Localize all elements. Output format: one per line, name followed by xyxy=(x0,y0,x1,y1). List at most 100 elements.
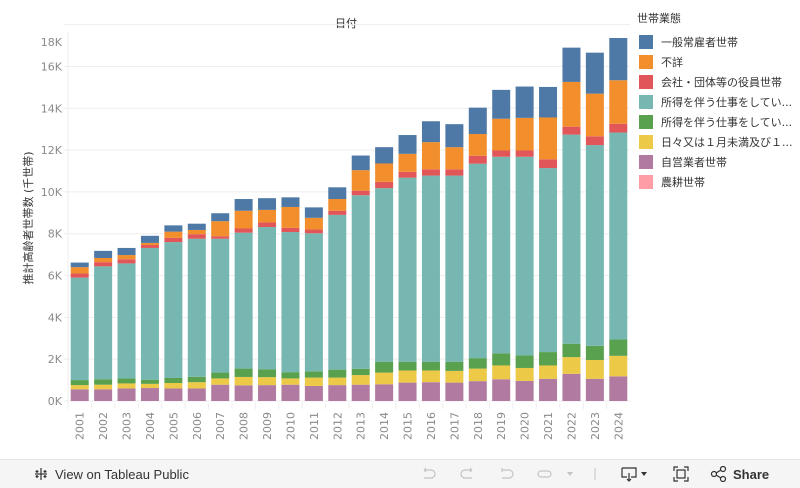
legend-item[interactable]: 自営業者世帯 xyxy=(637,152,800,172)
bar-segment xyxy=(468,381,487,401)
legend-item[interactable]: 日々又は１月未満及び１... xyxy=(637,132,800,152)
bar-segment xyxy=(281,232,300,373)
bar-segment xyxy=(609,339,628,356)
bar-segment xyxy=(164,225,183,232)
chart-title: 日付 xyxy=(335,17,357,30)
legend-swatch xyxy=(639,75,653,89)
bar-segment xyxy=(234,210,253,229)
x-tick-label: 2018 xyxy=(472,412,485,440)
x-tick-label: 2008 xyxy=(238,412,251,440)
bar-segment xyxy=(515,86,534,118)
tableau-toolbar: View on Tableau Public xyxy=(0,459,800,488)
x-tick-label: 2021 xyxy=(542,412,555,440)
bar-segment xyxy=(304,377,323,386)
legend-swatch xyxy=(639,55,653,69)
x-tick-label: 2012 xyxy=(331,412,344,440)
bar-segment xyxy=(328,377,347,386)
bar-segment xyxy=(258,198,277,210)
legend-item[interactable]: 農耕世帯 xyxy=(637,172,800,192)
bar-segment xyxy=(539,159,558,169)
fullscreen-button[interactable] xyxy=(672,466,690,482)
y-tick-label: 6K xyxy=(48,270,63,283)
y-axis-ticks: 0K 2K 4K 6K 8K 10K 12K 14K 16K 18K xyxy=(41,36,63,408)
legend-item[interactable]: 所得を伴う仕事をしてい... xyxy=(637,112,800,132)
x-tick-label: 2019 xyxy=(495,412,508,440)
bar-segment xyxy=(468,107,487,134)
bar-segment xyxy=(585,360,604,379)
bar-segment xyxy=(351,170,370,191)
bar-segment xyxy=(421,361,440,371)
share-button[interactable]: Share xyxy=(710,466,769,482)
bar-segment xyxy=(187,238,206,377)
legend-label: 自営業者世帯 xyxy=(661,156,727,169)
bar-segment xyxy=(539,86,558,118)
bar-segment xyxy=(468,368,487,382)
bar-segment xyxy=(94,389,113,401)
share-icon xyxy=(710,466,727,482)
bar-segment xyxy=(562,47,581,82)
bar-segment xyxy=(258,369,277,378)
revert-button[interactable] xyxy=(498,466,516,482)
toolbar-divider xyxy=(594,466,596,482)
bar-segment xyxy=(562,81,581,127)
bar-segment xyxy=(375,181,394,189)
x-tick-label: 2005 xyxy=(167,412,180,440)
x-tick-label: 2002 xyxy=(97,412,110,440)
view-on-tableau-button[interactable]: View on Tableau Public xyxy=(33,466,189,482)
refresh-button[interactable] xyxy=(536,466,554,482)
bar-segment xyxy=(445,370,464,383)
bar-segment xyxy=(492,379,511,401)
legend-label: 所得を伴う仕事をしてい... xyxy=(661,96,793,109)
bar-segment xyxy=(187,234,206,239)
bar-segment xyxy=(281,206,300,228)
bar-segment xyxy=(328,187,347,200)
bar-segment xyxy=(515,117,534,151)
bar-segment xyxy=(492,150,511,157)
bar-segment xyxy=(140,245,159,248)
legend-label: 日々又は１月未満及び１... xyxy=(661,136,793,149)
bar-segment xyxy=(375,361,394,373)
redo-button[interactable] xyxy=(458,466,476,482)
bar-segment xyxy=(140,379,159,384)
bar-segment xyxy=(117,263,136,379)
bar-segment xyxy=(445,361,464,371)
bar-segment xyxy=(211,378,230,385)
x-tick-label: 2010 xyxy=(284,412,297,440)
legend-swatch xyxy=(639,135,653,149)
legend-item[interactable]: 所得を伴う仕事をしてい... xyxy=(637,92,800,112)
legend-item[interactable]: 一般常雇者世帯 xyxy=(637,32,800,52)
bar-segment xyxy=(187,229,206,235)
legend-swatch xyxy=(639,35,653,49)
bar-segment xyxy=(70,380,89,386)
bar-segment xyxy=(117,383,136,389)
bar-segment xyxy=(351,195,370,369)
stacked-bar-chart: 日付 推計高齢者世帯数 (千世帯) 0K 2K 4K 6K 8K 10K 12K 14K 16K… xyxy=(21,17,630,440)
x-tick-label: 2023 xyxy=(589,412,602,440)
bar-segment xyxy=(187,223,206,230)
refresh-dropdown[interactable] xyxy=(565,466,575,482)
bar-segment xyxy=(187,388,206,401)
bar-segment xyxy=(164,242,183,378)
legend-item[interactable]: 不詳 xyxy=(637,52,800,72)
bar-segment xyxy=(304,233,323,372)
legend-item[interactable]: 会社・団体等の役員世帯 xyxy=(637,72,800,92)
bar-segment xyxy=(328,214,347,370)
fullscreen-icon xyxy=(673,466,689,482)
bar-segment xyxy=(375,372,394,385)
bar-segment xyxy=(211,372,230,379)
legend-label: 不詳 xyxy=(661,56,683,69)
y-tick-label: 8K xyxy=(48,228,63,241)
bar-segment xyxy=(234,232,253,369)
download-button[interactable] xyxy=(620,466,652,482)
legend-title: 世帯業態 xyxy=(637,12,681,25)
bar-segment xyxy=(445,147,464,170)
bar-segment xyxy=(328,369,347,378)
bar-segment xyxy=(609,132,628,340)
x-tick-label: 2013 xyxy=(355,412,368,440)
bar-segment xyxy=(94,250,113,258)
download-icon xyxy=(621,467,647,482)
refresh-icon xyxy=(537,470,552,478)
bar-segment xyxy=(539,168,558,353)
undo-button[interactable] xyxy=(420,466,438,482)
bar-segment xyxy=(351,190,370,196)
